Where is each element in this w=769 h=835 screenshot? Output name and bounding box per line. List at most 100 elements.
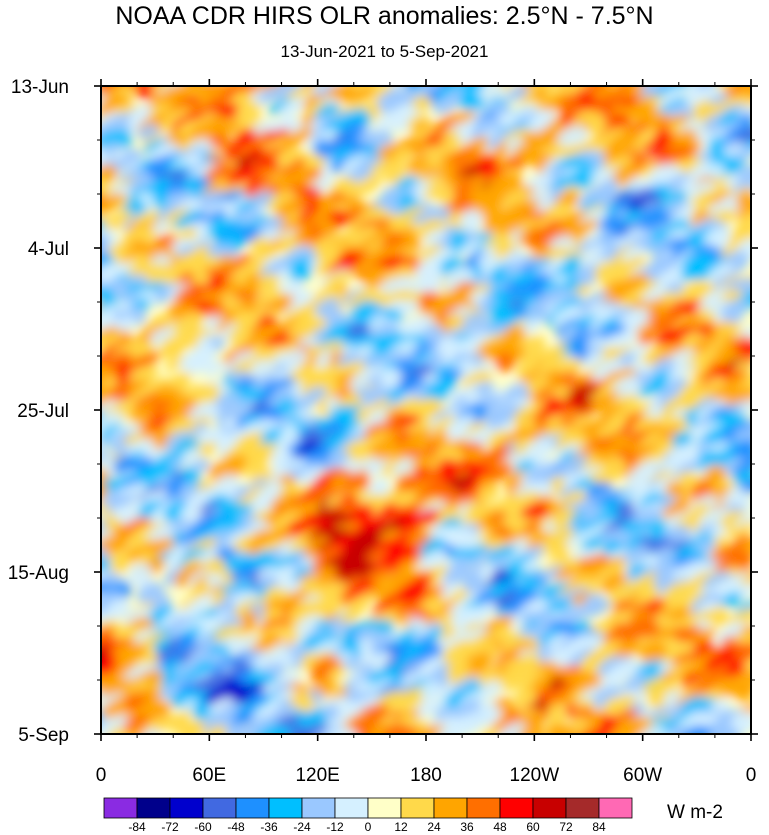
anomaly-cell (101, 699, 127, 718)
anomaly-cell (328, 666, 347, 680)
anomaly-cell (249, 359, 274, 379)
anomaly-cell (688, 189, 721, 212)
anomaly-cell (244, 727, 264, 734)
anomaly-cell (544, 246, 569, 264)
colorbar-label: -36 (260, 820, 278, 834)
anomaly-cell (101, 201, 115, 221)
anomaly-cell (731, 469, 751, 485)
anomaly-cell (402, 86, 435, 108)
anomaly-cell (110, 554, 132, 573)
y-tick-label: 25-Jul (17, 401, 69, 422)
anomaly-cell (620, 544, 650, 564)
anomaly-cell (556, 454, 590, 479)
anomaly-cell (101, 580, 111, 604)
anomaly-cell (101, 437, 109, 452)
axes: 0 60E 120E 180 120W 60W 0 13-Jun 4-Jul 25-Jul 15-A… (8, 77, 758, 786)
anomaly-cell (223, 724, 246, 734)
colorbar-swatch (499, 797, 534, 819)
anomaly-cell (693, 729, 715, 734)
anomaly-cell (101, 86, 119, 103)
anomaly-cell (554, 724, 578, 734)
anomaly-cell (337, 610, 361, 626)
anomaly-cell (552, 305, 582, 326)
anomaly-cell (270, 688, 297, 705)
colorbar-swatch (334, 797, 369, 819)
anomaly-cell (105, 210, 134, 231)
x-tick-label: 180 (410, 765, 442, 786)
anomaly-cell (682, 398, 703, 413)
anomaly-cell (393, 147, 413, 164)
anomaly-cell (287, 726, 306, 734)
anomaly-cell (611, 708, 638, 726)
colorbar-label: 36 (460, 820, 474, 834)
anomaly-cell (626, 626, 654, 646)
anomaly-cell (419, 699, 447, 717)
anomaly-cell (111, 493, 136, 510)
colorbar-label: 12 (394, 820, 408, 834)
colorbar-label: 0 (365, 820, 372, 834)
x-tick-label: 0 (746, 765, 757, 786)
anomaly-cell (642, 140, 662, 154)
anomaly-cell (639, 161, 661, 177)
anomaly-cell (291, 566, 313, 581)
anomaly-cell (369, 387, 397, 406)
anomaly-cell (710, 606, 730, 627)
anomaly-cell (190, 383, 221, 408)
colorbar-swatch (301, 797, 336, 819)
anomaly-cell (350, 175, 383, 197)
y-tick-label: 5-Sep (18, 725, 69, 746)
anomaly-cell (476, 485, 500, 503)
anomaly-cell (218, 120, 242, 137)
anomaly-cell (733, 512, 751, 529)
anomaly-cell (349, 288, 378, 309)
anomaly-cell (101, 456, 118, 478)
anomaly-cell (101, 692, 124, 708)
colorbar-swatch (169, 797, 204, 819)
anomaly-cell (582, 352, 605, 368)
anomaly-cell (549, 542, 570, 560)
anomaly-cell (101, 386, 112, 406)
anomaly-cell (524, 531, 556, 552)
anomaly-cell (396, 556, 421, 573)
colorbar-label: -48 (227, 820, 245, 834)
anomaly-cell (244, 431, 265, 447)
anomaly-cell (101, 569, 113, 587)
anomaly-cell (571, 574, 594, 590)
anomaly-cell (227, 635, 259, 655)
anomaly-cell (638, 432, 663, 448)
anomaly-cell (239, 457, 269, 476)
colorbar-swatch (466, 797, 501, 819)
colorbar-label: 24 (427, 820, 441, 834)
anomaly-cell (688, 64, 717, 88)
anomaly-cell (609, 333, 639, 351)
anomaly-cell (364, 158, 396, 178)
anomaly-cell (562, 529, 595, 549)
anomaly-cell (730, 521, 751, 538)
anomaly-cell (347, 225, 379, 247)
anomaly-cell (273, 147, 301, 167)
colorbar-label: -84 (128, 820, 146, 834)
anomaly-cell (459, 209, 483, 232)
anomaly-cell (688, 337, 714, 355)
anomaly-cell (599, 670, 629, 690)
anomaly-cell (695, 405, 718, 421)
anomaly-cell (608, 721, 638, 734)
anomaly-cell (732, 459, 751, 478)
anomaly-cell (512, 404, 541, 424)
anomaly-cell (283, 348, 308, 370)
anomaly-cell (101, 536, 120, 560)
anomaly-cell (362, 264, 391, 289)
anomaly-cell (181, 69, 203, 87)
colorbar-swatch (268, 797, 303, 819)
anomaly-cell (258, 86, 287, 104)
anomaly-cell (734, 682, 751, 702)
anomaly-cell (178, 721, 205, 734)
colorbar-swatch (400, 797, 435, 819)
colorbar-label: -24 (293, 820, 311, 834)
anomaly-cell (101, 529, 113, 550)
anomaly-cell (364, 459, 391, 478)
anomaly-cell (437, 722, 465, 734)
anomaly-cell (679, 379, 706, 396)
anomaly-cell (207, 725, 228, 734)
anomaly-cell (634, 105, 659, 123)
